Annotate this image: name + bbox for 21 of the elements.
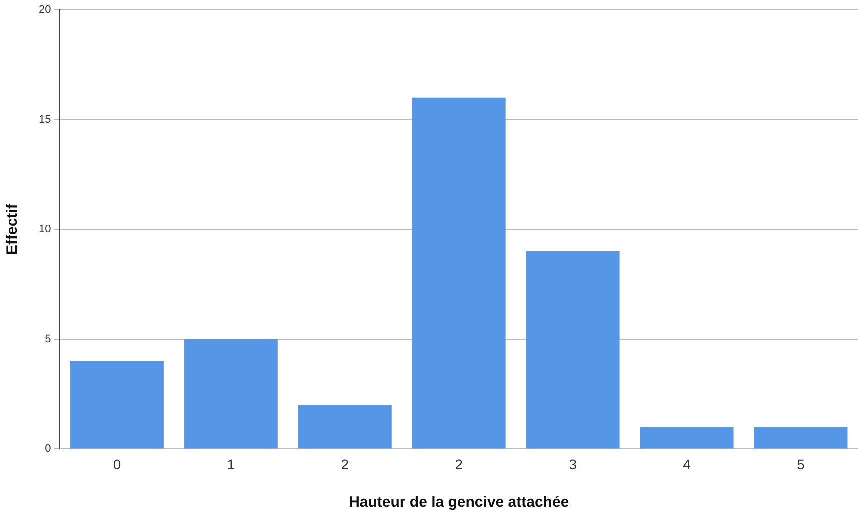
y-tick-label: 20	[38, 4, 52, 16]
y-tick-label: 15	[38, 114, 52, 126]
x-tick-label: 1	[227, 456, 236, 472]
y-axis-title: Effectif	[4, 203, 22, 256]
bar	[640, 427, 734, 449]
x-axis-title: Hauteur de la gencive attachée	[349, 494, 570, 512]
x-tick-label: 4	[683, 456, 692, 472]
x-tick-label: 2	[455, 456, 464, 472]
x-tick-label: 5	[797, 456, 806, 472]
x-tick-label: 0	[113, 456, 122, 472]
bar	[526, 252, 620, 449]
bar	[298, 405, 392, 449]
y-tick-label: 0	[45, 443, 52, 456]
bar	[70, 361, 164, 449]
y-tick-label: 5	[45, 333, 52, 346]
y-tick-label: 10	[38, 224, 52, 236]
x-tick-label: 2	[341, 456, 350, 472]
x-tick-label: 3	[569, 456, 578, 472]
bar	[754, 427, 848, 449]
bar	[184, 339, 278, 449]
bar	[412, 98, 506, 449]
